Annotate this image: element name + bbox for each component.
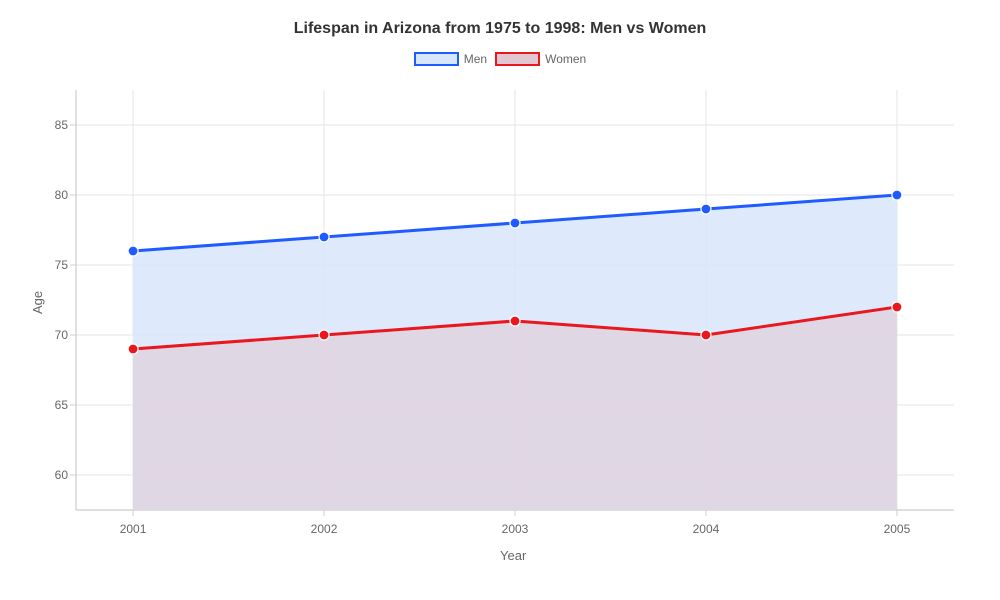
y-tick-label: 85 bbox=[46, 118, 68, 132]
legend-swatch-men bbox=[414, 52, 459, 66]
plot-area bbox=[76, 90, 954, 510]
plot-svg bbox=[76, 90, 954, 510]
y-axis-label: Age bbox=[30, 291, 45, 314]
x-tick-label: 2002 bbox=[311, 522, 338, 536]
legend-item-men: Men bbox=[414, 52, 487, 66]
chart-title: Lifespan in Arizona from 1975 to 1998: M… bbox=[0, 20, 1000, 38]
legend-label-men: Men bbox=[464, 52, 487, 66]
legend: Men Women bbox=[0, 52, 1000, 66]
y-tick-label: 60 bbox=[46, 468, 68, 482]
x-tick-label: 2005 bbox=[884, 522, 911, 536]
x-tick-label: 2003 bbox=[502, 522, 529, 536]
y-tick-label: 65 bbox=[46, 398, 68, 412]
legend-item-women: Women bbox=[495, 52, 586, 66]
legend-label-women: Women bbox=[545, 52, 586, 66]
y-tick-label: 75 bbox=[46, 258, 68, 272]
y-tick-label: 70 bbox=[46, 328, 68, 342]
y-tick-label: 80 bbox=[46, 188, 68, 202]
chart-container: Lifespan in Arizona from 1975 to 1998: M… bbox=[0, 0, 1000, 600]
x-axis-label: Year bbox=[500, 548, 526, 563]
x-tick-label: 2004 bbox=[693, 522, 720, 536]
x-tick-label: 2001 bbox=[120, 522, 147, 536]
legend-swatch-women bbox=[495, 52, 540, 66]
